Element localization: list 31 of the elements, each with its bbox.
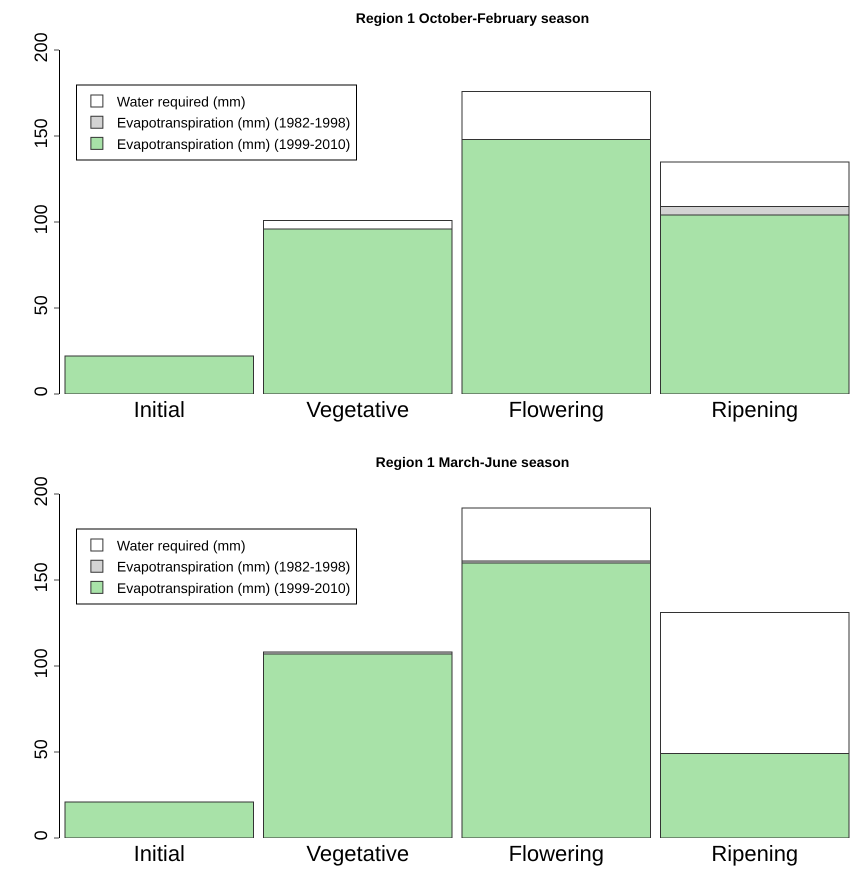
bar xyxy=(461,507,652,562)
y-tick-label: 100 xyxy=(30,648,51,678)
legend-label: Evapotranspiration (mm) (1999-2010) xyxy=(116,580,350,596)
y-tick-label: 100 xyxy=(30,204,51,234)
y-tick-label: 0 xyxy=(30,830,51,840)
x-tick-label: Vegetative xyxy=(306,397,410,422)
y-tick-label: 200 xyxy=(30,476,51,506)
y-tick-label: 150 xyxy=(30,118,51,148)
legend-label: Water required (mm) xyxy=(116,537,246,554)
bar xyxy=(461,562,652,838)
chart-title: Region 1 March-June season xyxy=(376,454,570,470)
x-tick-label: Ripening xyxy=(711,397,798,422)
x-tick-label: Flowering xyxy=(508,397,604,422)
y-tick-label: 0 xyxy=(30,386,51,396)
y-tick-label: 50 xyxy=(30,295,51,316)
y-tick-label: 150 xyxy=(30,562,51,592)
x-tick-label: Ripening xyxy=(711,841,798,866)
x-tick-label: Initial xyxy=(134,397,185,422)
legend-label: Evapotranspiration (mm) (1982-1998) xyxy=(116,558,350,575)
x-tick-label: Initial xyxy=(134,841,185,866)
y-tick-label: 50 xyxy=(30,739,51,760)
bar xyxy=(64,356,254,394)
y-tick-label: 200 xyxy=(30,32,51,62)
legend-label: Evapotranspiration (mm) (1999-2010) xyxy=(116,136,350,152)
bar xyxy=(262,653,453,838)
bar xyxy=(64,801,254,838)
chart-title: Region 1 October-February season xyxy=(356,10,590,26)
legend-label: Evapotranspiration (mm) (1982-1998) xyxy=(116,114,350,131)
x-tick-label: Vegetative xyxy=(306,841,410,866)
legend-label: Water required (mm) xyxy=(116,93,246,110)
x-tick-label: Flowering xyxy=(508,841,604,866)
